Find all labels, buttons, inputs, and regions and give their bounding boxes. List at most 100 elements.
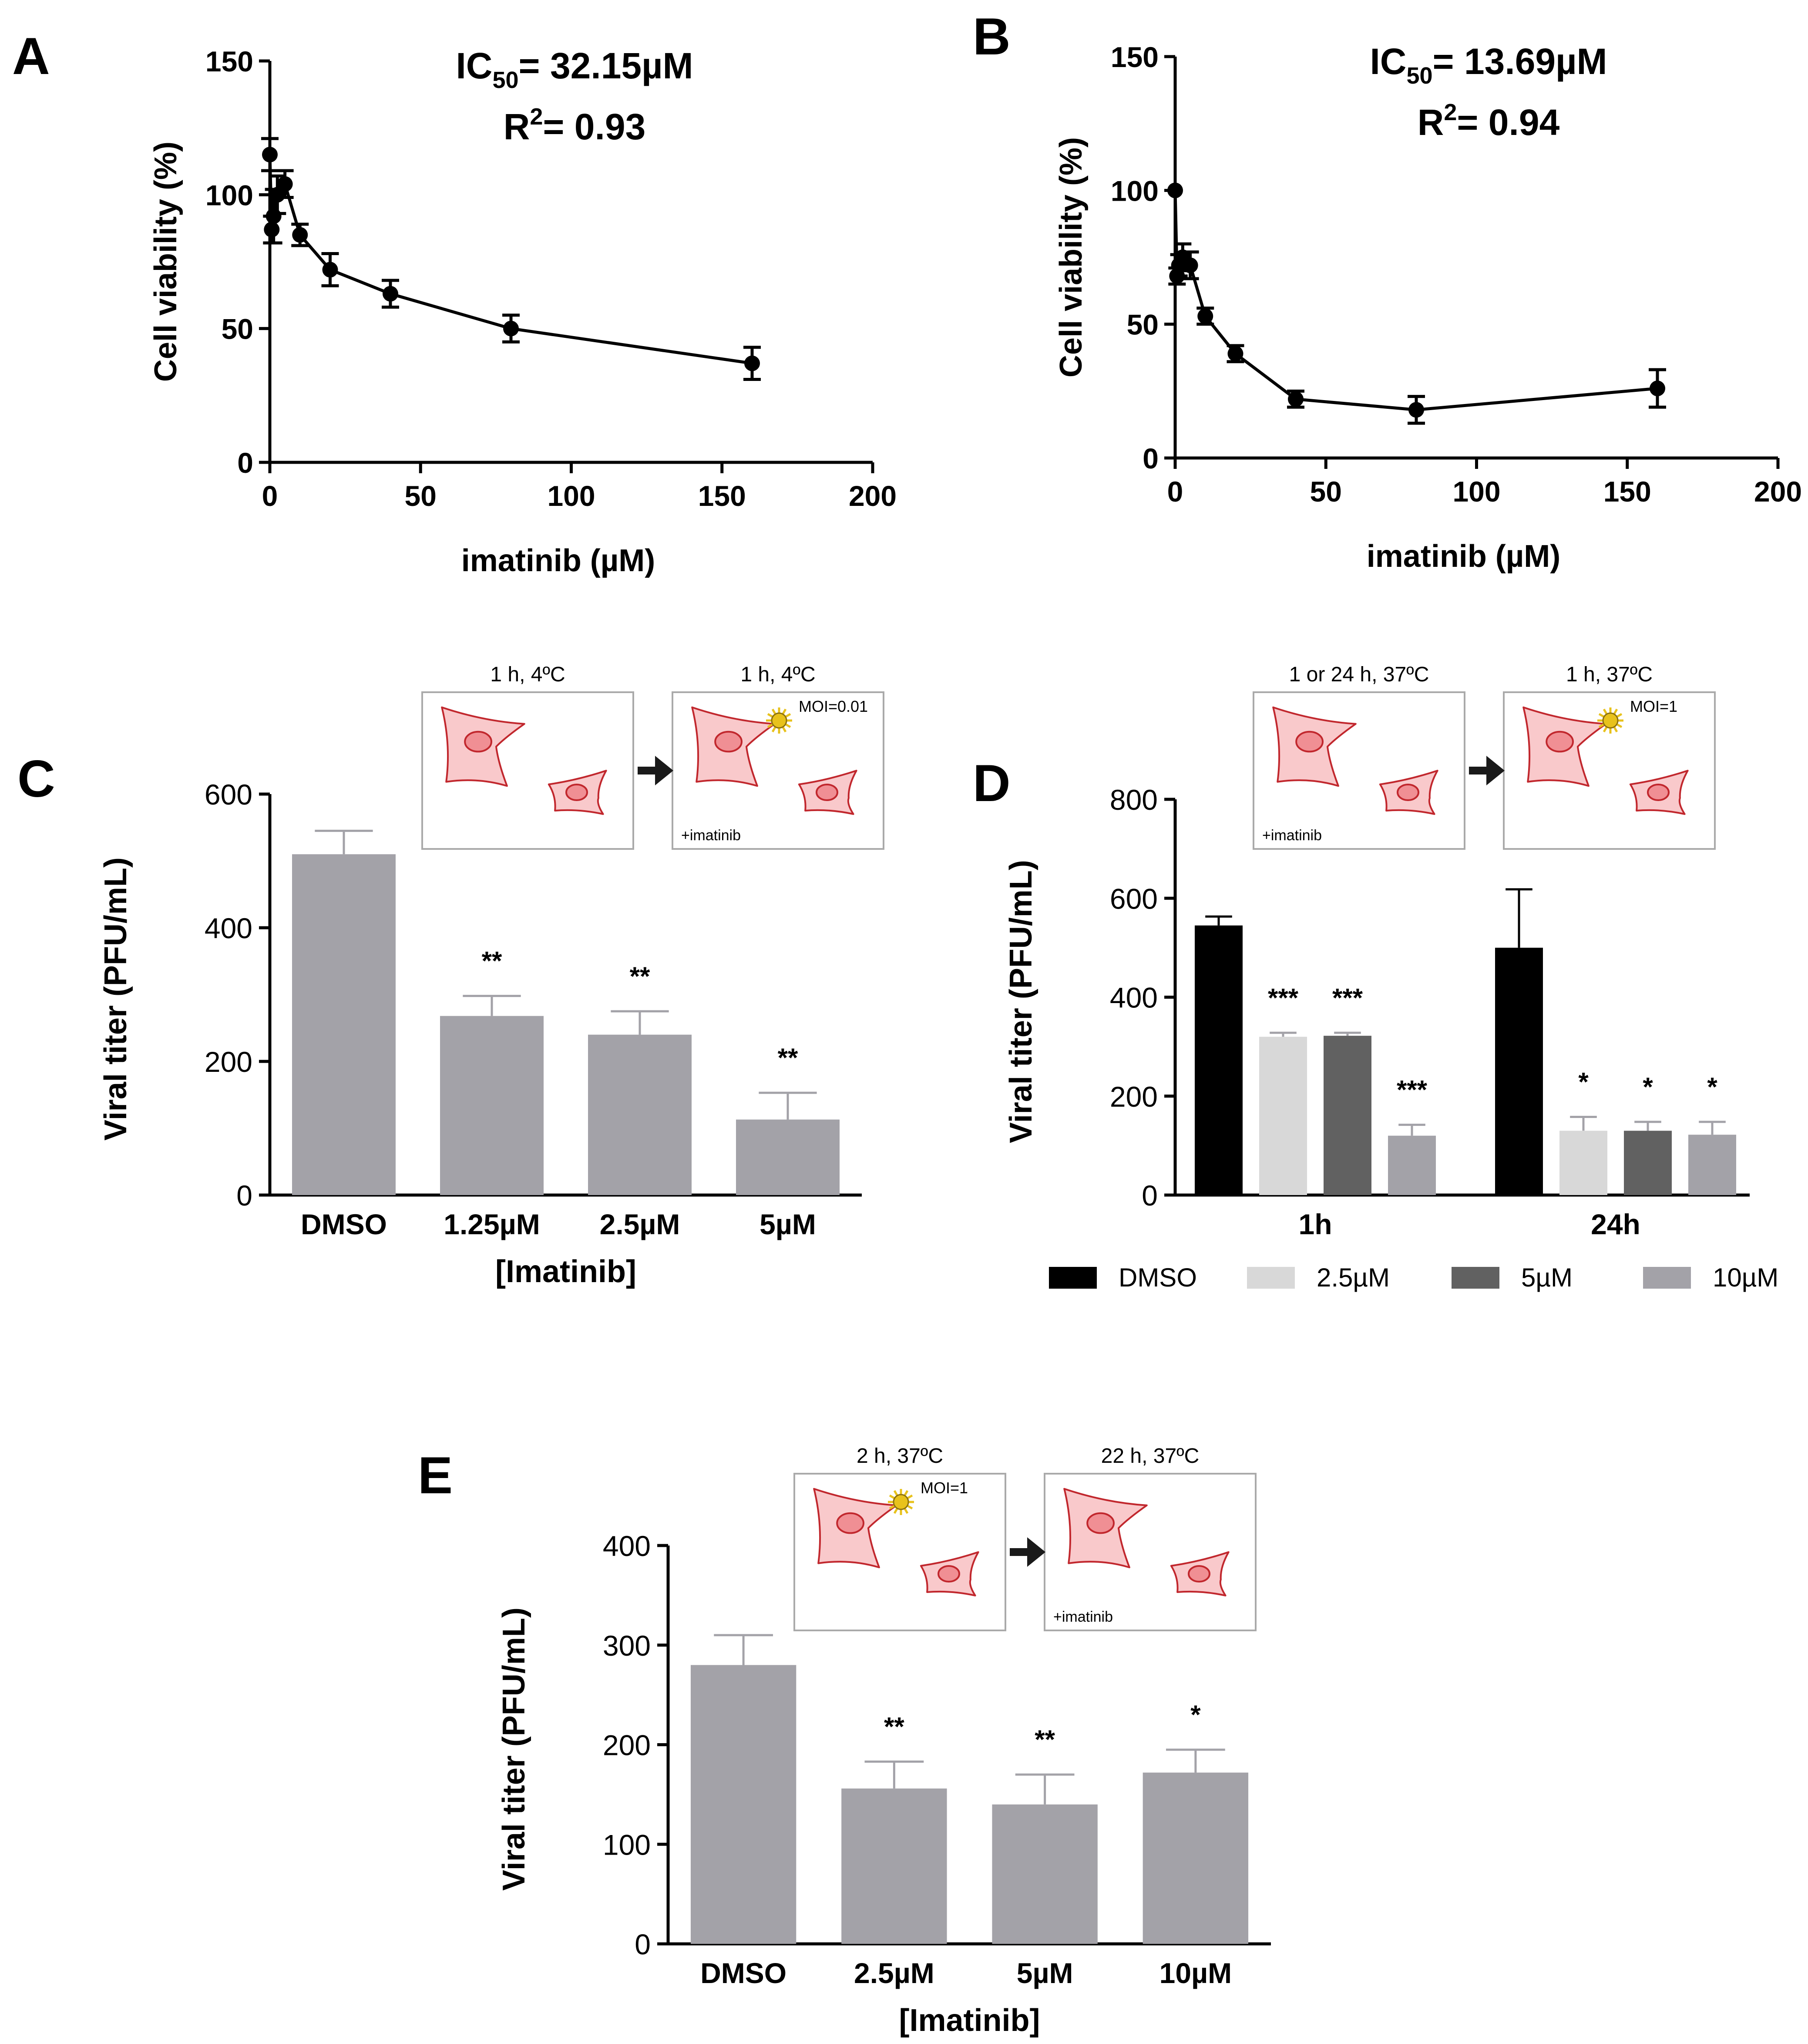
ic50-subscript: 50 bbox=[492, 67, 518, 93]
data-point bbox=[383, 286, 398, 302]
y-axis-label: Viral titer (PFU/mL) bbox=[1004, 860, 1038, 1143]
x-tick-label: 2.5µM bbox=[600, 1208, 680, 1240]
data-point bbox=[1650, 381, 1665, 397]
r2-value: = 0.93 bbox=[543, 106, 645, 147]
ic50-value: = 13.69µM bbox=[1433, 41, 1607, 82]
y-tick-label: 100 bbox=[1111, 175, 1159, 207]
protocol-step-label: 1 h, 37ºC bbox=[1566, 663, 1653, 686]
x-axis-label: imatinib (µM) bbox=[1367, 539, 1560, 574]
r2-superscript: 2 bbox=[530, 104, 543, 130]
moi-label: MOI=1 bbox=[1630, 697, 1677, 715]
y-tick-label: 300 bbox=[603, 1630, 651, 1662]
fit-curve bbox=[1173, 190, 1658, 411]
legend-label: 10µM bbox=[1713, 1263, 1778, 1292]
data-point bbox=[322, 262, 338, 278]
significance-label: * bbox=[1190, 1700, 1201, 1729]
legend-swatch bbox=[1049, 1267, 1097, 1289]
legend-swatch bbox=[1643, 1267, 1691, 1289]
protocol-step-1: 1 h, 4ºC bbox=[421, 663, 634, 850]
bar bbox=[1195, 925, 1243, 1195]
chart-panel-e: 0 100 200 300 400 Viral titer (PFU/mL) DMSO ** 2… bbox=[497, 1445, 1271, 2038]
treatment-label: +imatinib bbox=[1053, 1609, 1113, 1625]
x-tick-label: 5µM bbox=[1017, 1957, 1073, 1989]
y-tick-label: 0 bbox=[635, 1928, 651, 1960]
bar bbox=[1324, 1036, 1371, 1195]
virus-icon bbox=[1602, 712, 1619, 729]
y-tick-label: 0 bbox=[1142, 1179, 1158, 1212]
y-tick-label: 400 bbox=[1110, 982, 1158, 1014]
bar bbox=[1388, 1135, 1436, 1195]
data-point bbox=[1167, 182, 1183, 199]
bar bbox=[992, 1804, 1098, 1944]
legend-item: DMSO bbox=[1049, 1263, 1197, 1292]
panel-label-a: A bbox=[12, 27, 50, 85]
x-tick-label: 0 bbox=[1167, 475, 1183, 508]
significance-label: ** bbox=[630, 962, 650, 991]
virus-icon bbox=[771, 712, 787, 729]
x-axis-label: imatinib (µM) bbox=[461, 543, 655, 578]
y-tick-label: 0 bbox=[236, 1179, 252, 1212]
r2-prefix: R bbox=[1418, 102, 1444, 143]
bar bbox=[440, 1016, 544, 1195]
legend-label: 5µM bbox=[1521, 1263, 1573, 1292]
x-tick-label: 100 bbox=[1452, 475, 1500, 508]
nucleus-icon bbox=[565, 784, 588, 801]
data-point bbox=[277, 176, 293, 192]
x-tick-label: 50 bbox=[405, 480, 437, 512]
nucleus-icon bbox=[1546, 731, 1574, 753]
x-tick-label: DMSO bbox=[301, 1208, 387, 1240]
nucleus-icon bbox=[938, 1565, 960, 1583]
treatment-label: +imatinib bbox=[1262, 827, 1322, 844]
y-tick-label: 100 bbox=[205, 179, 253, 211]
x-tick-label: 150 bbox=[1603, 475, 1651, 508]
r2-annotation: R2= 0.93 bbox=[504, 104, 646, 147]
significance-label: * bbox=[1578, 1067, 1589, 1096]
significance-label: *** bbox=[1332, 983, 1363, 1012]
x-tick-label: DMSO bbox=[700, 1957, 786, 1989]
y-tick-label: 50 bbox=[222, 313, 253, 345]
ic50-annotation: IC50= 32.15µM bbox=[456, 45, 693, 93]
x-tick-label: 5µM bbox=[759, 1208, 816, 1240]
panel-label-d: D bbox=[973, 754, 1011, 812]
nucleus-icon bbox=[1295, 731, 1324, 753]
x-axis-label: [Imatinib] bbox=[899, 2003, 1040, 2038]
nucleus-icon bbox=[1397, 784, 1419, 801]
x-tick-label: 100 bbox=[547, 480, 595, 512]
protocol-step-label: 1 h, 4ºC bbox=[740, 663, 815, 686]
data-point bbox=[1182, 257, 1198, 273]
y-axis-label: Viral titer (PFU/mL) bbox=[98, 857, 133, 1141]
nucleus-icon bbox=[836, 1512, 864, 1534]
x-tick-label: 200 bbox=[849, 480, 897, 512]
nucleus-icon bbox=[1647, 784, 1670, 801]
ic50-annotation: IC50= 13.69µM bbox=[1370, 41, 1607, 89]
bar bbox=[1259, 1037, 1307, 1195]
y-axis-label: Cell viability (%) bbox=[148, 141, 183, 382]
ic50-subscript: 50 bbox=[1406, 63, 1432, 89]
protocol-step-label: 22 h, 37ºC bbox=[1101, 1445, 1200, 1468]
chart-panel-b: 0 50 100 150 0 50 100 150 200 imatinib (µM) Cell v… bbox=[1054, 41, 1802, 574]
r2-prefix: R bbox=[504, 106, 530, 147]
bar bbox=[1495, 947, 1543, 1195]
bar bbox=[1143, 1772, 1249, 1944]
legend-item: 10µM bbox=[1643, 1263, 1778, 1292]
ic50-prefix: IC bbox=[456, 45, 492, 86]
x-tick-label: 24h bbox=[1591, 1208, 1640, 1240]
moi-label: MOI=1 bbox=[921, 1479, 968, 1497]
nucleus-icon bbox=[1188, 1565, 1210, 1583]
ic50-prefix: IC bbox=[1370, 41, 1406, 82]
chart-panel-c: 0 200 400 600 Viral titer (PFU/mL) DMSO ** 1.25… bbox=[98, 663, 884, 1289]
protocol-step-2: 22 h, 37ºC +imatinib bbox=[1044, 1445, 1257, 1631]
legend-swatch bbox=[1247, 1267, 1295, 1289]
nucleus-icon bbox=[816, 784, 838, 801]
bar bbox=[588, 1034, 692, 1195]
panel-label-b: B bbox=[973, 7, 1011, 66]
bar bbox=[736, 1119, 840, 1195]
nucleus-icon bbox=[714, 731, 743, 753]
bar bbox=[1688, 1135, 1736, 1195]
x-tick-label: 0 bbox=[262, 480, 278, 512]
data-point bbox=[1227, 346, 1243, 362]
significance-label: *** bbox=[1268, 983, 1299, 1012]
arrow-head bbox=[655, 756, 673, 785]
panel-label-c: C bbox=[17, 750, 55, 808]
